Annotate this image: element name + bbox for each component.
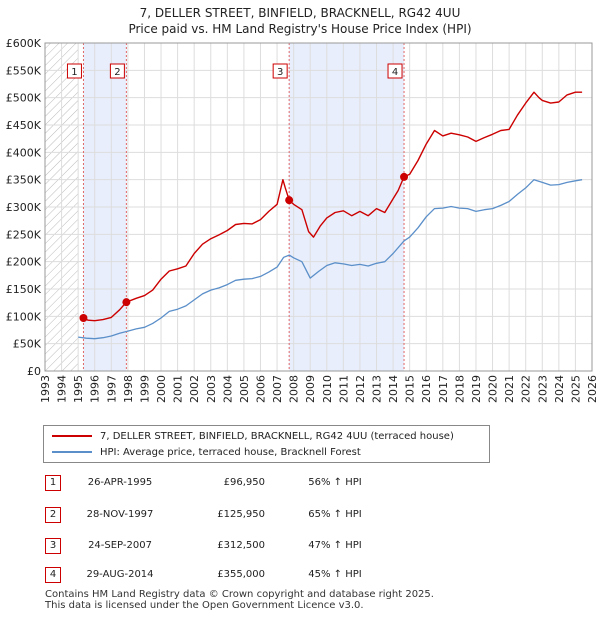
sale-point bbox=[79, 314, 88, 323]
transaction-price: £96,950 bbox=[223, 477, 265, 488]
legend-swatch-hpi bbox=[52, 451, 92, 453]
legend-swatch-property bbox=[52, 435, 92, 437]
sale-number-box bbox=[272, 63, 288, 79]
sale-point bbox=[122, 298, 131, 307]
y-tick-label: £550K bbox=[6, 64, 42, 77]
transaction-number: 4 bbox=[45, 567, 61, 583]
x-tick-label: 2009 bbox=[304, 375, 317, 403]
x-tick-label: 2003 bbox=[205, 375, 218, 403]
chart-subtitle: Price paid vs. HM Land Registry's House … bbox=[128, 22, 472, 36]
x-tick-label: 1996 bbox=[89, 375, 102, 403]
plot-frame bbox=[44, 42, 593, 372]
x-tick-label: 2008 bbox=[288, 375, 301, 403]
x-tick-label: 2019 bbox=[470, 375, 483, 403]
transaction-price: £312,500 bbox=[217, 540, 265, 551]
y-tick-label: £600K bbox=[6, 37, 42, 50]
x-tick-label: 2000 bbox=[155, 375, 168, 403]
hpi-line bbox=[78, 179, 583, 340]
x-tick-label: 2022 bbox=[520, 375, 533, 403]
legend-label-property: 7, DELLER STREET, BINFIELD, BRACKNELL, R… bbox=[100, 430, 454, 442]
sale-number-label: 1 bbox=[71, 67, 77, 78]
legend-item-property: 7, DELLER STREET, BINFIELD, BRACKNELL, R… bbox=[52, 429, 454, 443]
transaction-row: 4 29-AUG-2014 £355,000 45% ↑ HPI bbox=[0, 567, 600, 585]
property-price-line bbox=[83, 91, 583, 322]
x-tick-label: 1999 bbox=[138, 375, 151, 403]
x-tick-label: 2016 bbox=[420, 375, 433, 403]
sale-number-label: 3 bbox=[277, 67, 283, 78]
y-tick-label: £200K bbox=[6, 256, 42, 269]
x-tick-label: 2001 bbox=[172, 375, 185, 403]
transaction-hpi: 47% ↑ HPI bbox=[308, 540, 362, 551]
transaction-hpi: 56% ↑ HPI bbox=[308, 477, 362, 488]
sale-point bbox=[285, 196, 294, 205]
x-tick-label: 2007 bbox=[271, 375, 284, 403]
transaction-date: 24-SEP-2007 bbox=[88, 540, 152, 551]
transaction-row: 2 28-NOV-1997 £125,950 65% ↑ HPI bbox=[0, 507, 600, 525]
x-tick-label: 2021 bbox=[503, 375, 516, 403]
x-tick-label: 1994 bbox=[56, 375, 69, 403]
sale-number-label: 2 bbox=[114, 67, 120, 78]
transaction-date: 26-APR-1995 bbox=[87, 477, 153, 488]
y-tick-label: £100K bbox=[6, 310, 42, 323]
transaction-price: £125,950 bbox=[217, 509, 265, 520]
x-tick-label: 2023 bbox=[536, 375, 549, 403]
sale-number-box bbox=[387, 63, 403, 79]
x-tick-label: 2006 bbox=[254, 375, 267, 403]
y-tick-label: £0 bbox=[27, 365, 41, 378]
x-tick-label: 2005 bbox=[238, 375, 251, 403]
legend-item-hpi: HPI: Average price, terraced house, Brac… bbox=[52, 445, 361, 459]
y-tick-label: £50K bbox=[13, 338, 42, 351]
y-tick-label: £500K bbox=[6, 92, 42, 105]
transaction-number: 3 bbox=[45, 538, 61, 554]
x-tick-label: 2015 bbox=[404, 375, 417, 403]
transaction-number: 1 bbox=[45, 475, 61, 491]
x-tick-label: 1998 bbox=[122, 375, 135, 403]
y-tick-label: £150K bbox=[6, 283, 42, 296]
y-tick-label: £450K bbox=[6, 119, 42, 132]
x-tick-label: 2010 bbox=[321, 375, 334, 403]
footer-copyright: Contains HM Land Registry data © Crown c… bbox=[45, 589, 434, 600]
legend: 7, DELLER STREET, BINFIELD, BRACKNELL, R… bbox=[43, 425, 490, 463]
transaction-price: £355,000 bbox=[217, 569, 265, 580]
x-tick-label: 2011 bbox=[337, 375, 350, 403]
x-tick-label: 2012 bbox=[354, 375, 367, 403]
transaction-hpi: 45% ↑ HPI bbox=[308, 569, 362, 580]
transaction-hpi: 65% ↑ HPI bbox=[308, 509, 362, 520]
transaction-date: 28-NOV-1997 bbox=[86, 509, 154, 520]
x-tick-label: 2026 bbox=[586, 375, 599, 403]
transaction-date: 29-AUG-2014 bbox=[86, 569, 154, 580]
x-tick-label: 2004 bbox=[221, 375, 234, 403]
sale-number-label: 4 bbox=[392, 67, 398, 78]
sale-number-box bbox=[66, 63, 82, 79]
y-tick-label: £250K bbox=[6, 228, 42, 241]
x-tick-label: 1997 bbox=[105, 375, 118, 403]
price-chart: 1 2 3 4 £0 £50K £100K £150K £200K £250K £300K £350… bbox=[6, 37, 599, 403]
x-tick-label: 2018 bbox=[453, 375, 466, 403]
x-tick-label: 1993 bbox=[39, 375, 52, 403]
x-tick-label: 2017 bbox=[437, 375, 450, 403]
transaction-row: 3 24-SEP-2007 £312,500 47% ↑ HPI bbox=[0, 538, 600, 556]
footer-licence: This data is licensed under the Open Gov… bbox=[45, 600, 364, 611]
transaction-number: 2 bbox=[45, 507, 61, 523]
x-tick-label: 2014 bbox=[387, 375, 400, 403]
x-tick-label: 2013 bbox=[371, 375, 384, 403]
x-tick-label: 2024 bbox=[553, 375, 566, 403]
y-tick-label: £400K bbox=[6, 146, 42, 159]
y-tick-label: £300K bbox=[6, 201, 42, 214]
x-tick-label: 2002 bbox=[188, 375, 201, 403]
y-tick-label: £350K bbox=[6, 174, 42, 187]
transaction-row: 1 26-APR-1995 £96,950 56% ↑ HPI bbox=[0, 475, 600, 493]
sale-point bbox=[400, 172, 409, 181]
x-tick-label: 1995 bbox=[72, 375, 85, 403]
chart-title: 7, DELLER STREET, BINFIELD, BRACKNELL, R… bbox=[139, 6, 461, 20]
x-tick-label: 2020 bbox=[487, 375, 500, 403]
sale-number-box bbox=[109, 63, 125, 79]
x-tick-label: 2025 bbox=[569, 375, 582, 403]
footer: Contains HM Land Registry data © Crown c… bbox=[45, 589, 434, 611]
legend-label-hpi: HPI: Average price, terraced house, Brac… bbox=[100, 446, 361, 458]
